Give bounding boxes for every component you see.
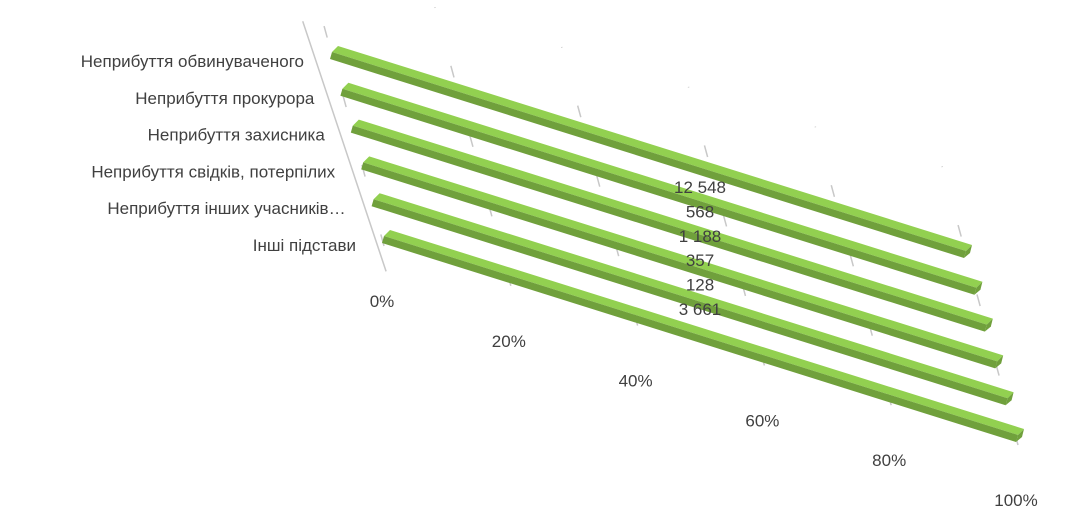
gridline	[687, 86, 766, 366]
bar-end-cap	[1016, 429, 1024, 442]
bar-end-cap	[995, 355, 1004, 369]
gridline	[560, 46, 639, 326]
bar	[361, 162, 998, 369]
category-label: Неприбуття захисника	[148, 126, 326, 145]
category-label: Неприбуття інших учасників…	[107, 199, 345, 218]
data-label: 568	[686, 202, 714, 221]
x-tick-label: 20%	[492, 332, 526, 351]
category-label: Неприбуття обвинуваченого	[81, 52, 304, 71]
gridline	[814, 126, 892, 406]
x-tick-label: 80%	[872, 451, 906, 470]
bar	[371, 199, 1008, 406]
category-label: Неприбуття прокурора	[135, 89, 315, 108]
bar-end-cap	[974, 281, 983, 295]
bar-top-face	[363, 156, 1004, 362]
data-labels: 12 548 568 1 188 357 128 3 661	[674, 178, 726, 319]
category-label: Інші підстави	[253, 236, 356, 255]
gridline	[316, 0, 385, 247]
bar	[382, 236, 1018, 442]
data-label: 3 661	[679, 300, 722, 319]
x-axis-tick-labels: 0% 20% 40% 60% 80% 100%	[370, 292, 1038, 510]
bar	[330, 52, 966, 258]
data-label: 1 188	[679, 227, 722, 246]
data-label: 128	[686, 276, 714, 295]
x-tick-label: 60%	[745, 411, 779, 430]
x-tick-label: 40%	[619, 372, 653, 391]
bar	[340, 88, 977, 295]
bar-top-face	[332, 46, 972, 251]
data-label: 357	[686, 251, 714, 270]
bar-end-cap	[1005, 392, 1014, 406]
x-tick-label: 0%	[370, 292, 395, 311]
bar-top-face	[373, 193, 1014, 399]
bar-top-face	[384, 230, 1024, 435]
category-axis-line	[302, 21, 387, 272]
bar-top-face	[352, 119, 993, 325]
category-labels: Інші підстави Неприбуття інших учасників……	[81, 52, 356, 255]
bar-top-face	[342, 82, 983, 288]
bar-end-cap	[984, 318, 993, 332]
category-label: Неприбуття свідків, потерпілих	[91, 162, 335, 181]
data-label: 12 548	[674, 178, 726, 197]
bar-end-cap	[964, 245, 972, 258]
gridline	[434, 6, 512, 286]
bar	[350, 125, 987, 332]
x-tick-label: 100%	[994, 491, 1037, 510]
gridlines	[302, 0, 1019, 446]
bars	[330, 46, 1024, 442]
gridline	[941, 166, 1019, 446]
